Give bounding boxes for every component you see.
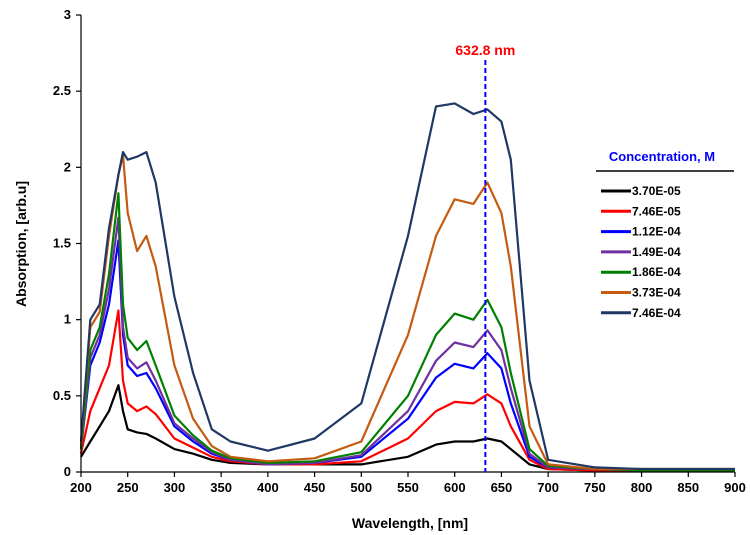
x-tick-label: 200	[70, 480, 92, 495]
y-tick-label: 0.5	[53, 388, 71, 403]
x-tick-label: 400	[257, 480, 279, 495]
x-tick-label: 700	[537, 480, 559, 495]
x-tick-label: 500	[350, 480, 372, 495]
legend-label-1: 3.70E-05	[632, 184, 681, 198]
x-tick-label: 750	[584, 480, 606, 495]
x-tick-label: 300	[164, 480, 186, 495]
x-axis-title: Wavelength, [nm]	[352, 515, 468, 531]
x-tick-label: 850	[677, 480, 699, 495]
y-tick-label: 3	[64, 7, 71, 22]
y-tick-label: 1.5	[53, 236, 71, 251]
axes: 0 0.5 1 1.5 2 2.5 3 200 250 300 350 400 450 500 550 600…	[53, 7, 746, 495]
x-tick-label: 550	[397, 480, 419, 495]
series-lines	[79, 102, 735, 472]
legend-label-2: 7.46E-05	[632, 204, 681, 218]
x-tick-label: 600	[444, 480, 466, 495]
y-tick-label: 2	[64, 159, 71, 174]
legend-label-4: 1.49E-04	[632, 245, 681, 259]
legend: Concentration, M 3.70E-05 7.46E-05 1.12E-0…	[596, 149, 734, 320]
y-tick-label: 2.5	[53, 83, 71, 98]
legend-label-5: 1.86E-04	[632, 265, 681, 279]
legend-label-3: 1.12E-04	[632, 225, 681, 239]
legend-label-6: 3.73E-04	[632, 286, 681, 300]
x-tick-label: 650	[491, 480, 513, 495]
x-tick-label: 250	[117, 480, 139, 495]
annotation: 632.8 nm	[455, 42, 515, 472]
series-line-7	[79, 102, 735, 471]
y-axis-title: Absorption, [arb.u]	[13, 181, 29, 307]
x-tick-label: 350	[210, 480, 232, 495]
legend-title: Concentration, M	[609, 149, 715, 164]
x-tick-label: 900	[724, 480, 746, 495]
x-tick-label: 800	[631, 480, 653, 495]
y-tick-label: 0	[64, 464, 71, 479]
x-tick-label: 450	[304, 480, 326, 495]
series-line-5	[79, 192, 735, 472]
annotation-label: 632.8 nm	[455, 42, 515, 58]
legend-label-7: 7.46E-04	[632, 306, 681, 320]
y-tick-label: 1	[64, 312, 71, 327]
